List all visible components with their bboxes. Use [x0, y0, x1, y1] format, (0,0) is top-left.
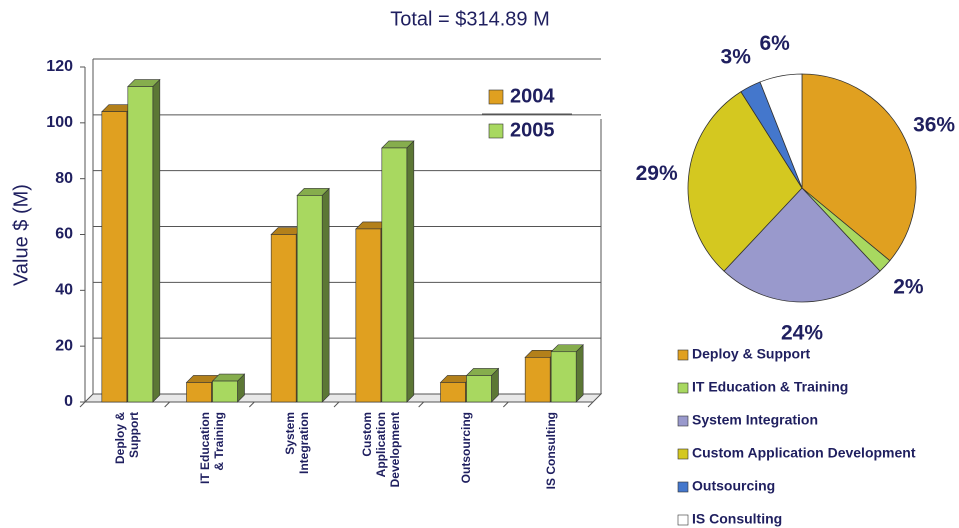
bar-front [524, 357, 551, 403]
bar [211, 373, 246, 403]
bar-front [355, 228, 382, 403]
x-tick-label: Deploy & Support [113, 412, 142, 465]
bar-front [296, 195, 323, 403]
bar-side [321, 187, 330, 403]
x-tick-label: Outsourcing [459, 412, 473, 484]
legend-swatch [488, 89, 504, 105]
bar [296, 187, 330, 403]
y-tick-label: 120 [46, 58, 73, 75]
y-tick-label: 0 [64, 393, 73, 410]
bar-front [101, 111, 128, 403]
data-label: 6% [759, 32, 790, 55]
pie-slice [687, 91, 803, 272]
pie-slice [801, 73, 917, 262]
legend-label: Custom Application Development [692, 445, 916, 461]
legend-label: IS Consulting [692, 511, 782, 527]
bar-front [127, 86, 154, 403]
bar-front [550, 351, 577, 403]
pie-slice [723, 187, 881, 303]
bar [127, 78, 161, 403]
bar-front [440, 382, 466, 403]
y-axis-label: Value $ (M) [10, 184, 32, 286]
bar-front [270, 234, 297, 403]
x-tick [418, 401, 425, 408]
bar-side [575, 344, 584, 403]
data-label: 36% [913, 113, 955, 136]
data-label: 24% [781, 322, 823, 345]
bar [381, 140, 415, 403]
x-tick [333, 401, 340, 408]
legend-swatch [677, 382, 689, 394]
floor [83, 393, 603, 403]
bar [465, 367, 500, 403]
y-tick-label: 80 [55, 170, 73, 187]
data-label: 3% [721, 45, 752, 68]
bar-front [186, 382, 212, 403]
chart-title: Total = $314.89 M [390, 8, 550, 30]
data-label: 29% [636, 162, 678, 185]
legend-swatch [677, 448, 689, 460]
y-tick-label: 100 [46, 114, 73, 131]
legend-label: Deploy & Support [692, 346, 811, 362]
pie-slice [759, 73, 803, 189]
y-tick-label: 60 [55, 226, 73, 243]
legend-swatch [677, 481, 689, 493]
x-tick [587, 401, 594, 408]
x-tick-label: IS Consulting [543, 412, 558, 490]
bar-front [212, 380, 238, 403]
x-tick [164, 401, 171, 408]
legend-swatch [488, 123, 504, 139]
legend-label: 2005 [510, 119, 555, 141]
x-tick [79, 401, 86, 408]
y-tick-label: 40 [55, 282, 73, 299]
x-tick-label: IT Education & Training [198, 412, 226, 484]
x-tick [502, 401, 509, 408]
legend-swatch [677, 415, 689, 427]
bar-front [381, 147, 408, 403]
x-tick-label: Custom Application Development [360, 412, 403, 488]
legend-label: 2004 [510, 85, 555, 107]
legend-label: IT Education & Training [692, 379, 848, 395]
bar-side [152, 78, 161, 403]
bar-front [466, 375, 492, 403]
legend-label: System Integration [692, 412, 818, 428]
y-tick-label: 20 [55, 337, 73, 354]
bar-side [406, 140, 415, 403]
legend-label: Outsourcing [692, 478, 775, 494]
x-tick [248, 401, 255, 408]
data-label: 2% [893, 275, 924, 298]
bar [550, 344, 584, 403]
x-tick-label: System Integration [282, 412, 311, 474]
legend-swatch [677, 349, 689, 361]
legend-swatch [677, 514, 689, 526]
